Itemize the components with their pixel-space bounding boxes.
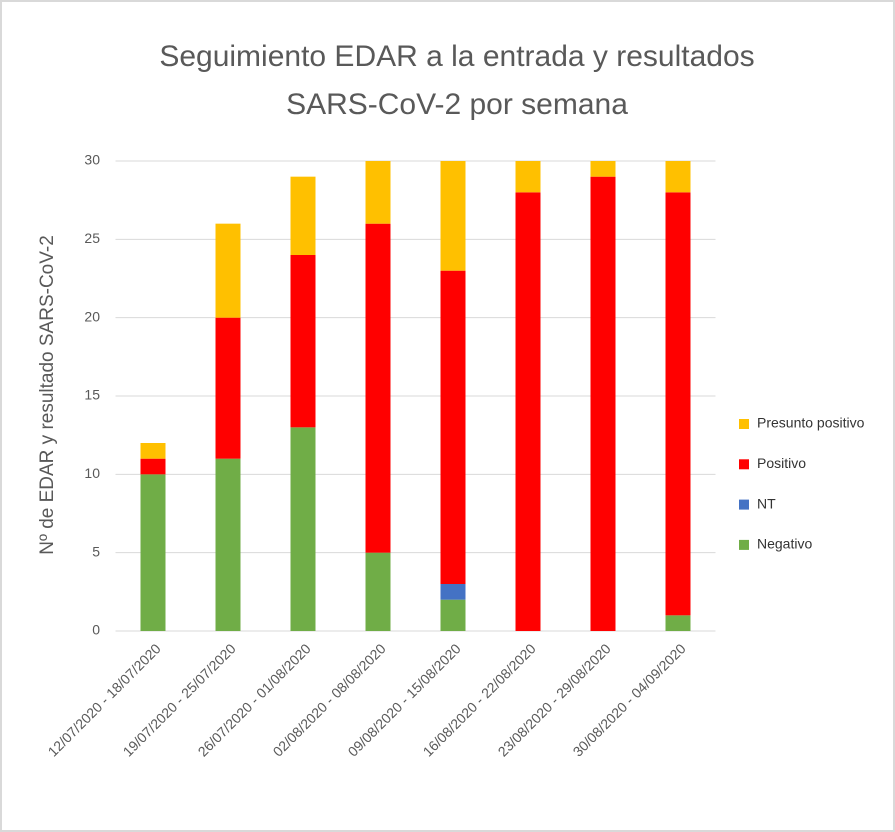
chart-title: SARS-CoV-2 por semana: [286, 88, 628, 121]
bar-segment: [140, 474, 166, 631]
y-tick-label: 25: [84, 230, 100, 246]
bar-segment: [290, 255, 316, 428]
bar-segment: [215, 317, 241, 459]
bar-segment: [590, 176, 616, 631]
bar-segment: [365, 161, 391, 224]
bar-segment: [590, 161, 616, 177]
bar-segment: [515, 192, 541, 632]
bar-segment: [365, 552, 391, 631]
bar-segment: [215, 223, 241, 318]
y-tick-label: 20: [84, 308, 100, 324]
legend-swatch: [739, 459, 749, 470]
bar-segment: [515, 161, 541, 193]
y-tick-label: 10: [84, 465, 100, 481]
legend-swatch: [739, 419, 749, 429]
legend-label: NT: [757, 495, 776, 511]
y-tick-label: 15: [84, 387, 100, 403]
y-tick-label: 0: [92, 622, 100, 638]
bar-segment: [665, 192, 691, 616]
bar-segment: [140, 458, 166, 475]
bar-segment: [440, 584, 466, 600]
chart-title: Seguimiento EDAR a la entrada y resultad…: [159, 40, 754, 73]
legend-label: Negativo: [757, 536, 812, 552]
bar-segment: [440, 599, 466, 631]
y-axis-label: Nº de EDAR y resultado SARS-CoV-2: [37, 235, 58, 555]
y-tick-label: 30: [84, 152, 100, 168]
bar-segment: [440, 270, 466, 584]
y-tick-label: 5: [92, 543, 100, 559]
legend-swatch: [739, 539, 749, 550]
bar-segment: [440, 161, 466, 271]
legend-label: Presunto positivo: [757, 415, 865, 431]
bar-segment: [290, 427, 316, 631]
bar-segment: [290, 176, 316, 255]
bar-segment: [665, 161, 691, 193]
bar-segment: [665, 615, 691, 631]
bar-segment: [215, 458, 241, 631]
legend-swatch: [739, 499, 749, 510]
bar-segment: [365, 223, 391, 553]
legend-label: Positivo: [757, 455, 806, 471]
bar-segment: [140, 443, 166, 459]
